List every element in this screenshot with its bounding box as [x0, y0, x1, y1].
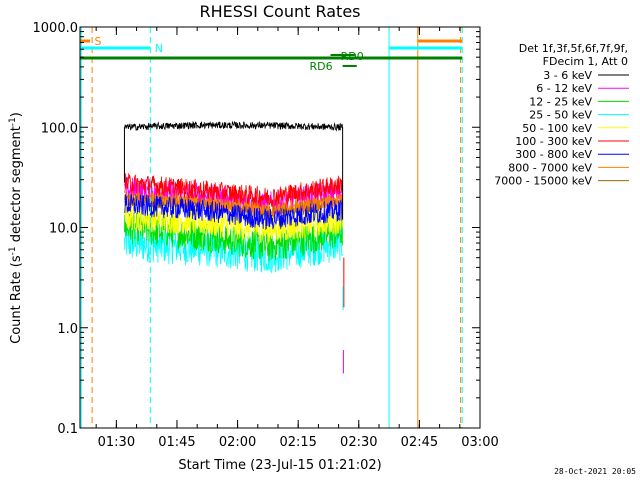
y-tick-label: 10.0 [49, 222, 78, 237]
legend-label: 50 - 100 keV [522, 122, 592, 135]
legend-label: 12 - 25 keV [529, 95, 592, 108]
x-tick-label: 03:00 [461, 435, 498, 450]
rd0-label: RD0 [341, 50, 364, 63]
legend-label: 100 - 300 keV [515, 135, 592, 148]
y-axis-label-sup2: -1 [8, 117, 18, 126]
legend-label: 3 - 6 keV [543, 69, 592, 82]
y-axis-label: Count Rate (s-1 detector segment-1) [8, 112, 24, 344]
x-tick-label: 02:30 [340, 435, 377, 450]
legend-label: 800 - 7000 keV [508, 161, 592, 174]
night-label: N [155, 42, 163, 55]
series-line [124, 173, 343, 208]
y-tick-label: 100.0 [41, 121, 78, 136]
plot-timestamp: 28-Oct-2021 20:05 [554, 467, 636, 476]
x-tick-label: 01:30 [98, 435, 135, 450]
y-axis: 1000.0 100.0 10.0 1.0 0.1 [33, 21, 480, 437]
x-axis-label: Start Time (23-Jul-15 01:21:02) [178, 458, 381, 473]
rd6-label: RD6 [309, 60, 332, 73]
series-line [124, 193, 344, 231]
x-tick-label: 02:45 [401, 435, 438, 450]
y-axis-label-close: ) [9, 112, 24, 117]
y-tick-label: 1.0 [57, 322, 78, 337]
legend-header-line-1: Det 1f,3f,5f,6f,7f,9f, [519, 42, 628, 55]
y-axis-label-tail: detector segment [9, 126, 24, 246]
saa-label: S [95, 35, 102, 48]
y-tick-label: 1000.0 [33, 21, 79, 36]
legend-label: 7000 - 15000 keV [494, 175, 592, 188]
y-tick-label: 0.1 [57, 422, 78, 437]
y-axis-label-main: Count Rate (s [9, 255, 24, 344]
x-tick-label: 02:00 [219, 435, 256, 450]
legend-label: 6 - 12 keV [536, 82, 592, 95]
legend-header-line-2: FDecim 1, Att 0 [543, 55, 628, 68]
series-line [124, 120, 344, 132]
y-axis-label-sup: -1 [8, 246, 18, 255]
x-axis: 01:30 01:45 02:00 02:15 02:30 02:45 03:00 [95, 27, 499, 450]
chart-title: RHESSI Count Rates [200, 2, 361, 21]
legend-label: 25 - 50 keV [529, 109, 592, 122]
series-line [124, 203, 344, 244]
legend-label: 300 - 800 keV [515, 148, 592, 161]
x-tick-label: 01:45 [158, 435, 195, 450]
legend: Det 1f,3f,5f,6f,7f,9f, FDecim 1, Att 0 3… [494, 42, 629, 188]
x-tick-label: 02:15 [279, 435, 316, 450]
series-layer [123, 120, 345, 374]
